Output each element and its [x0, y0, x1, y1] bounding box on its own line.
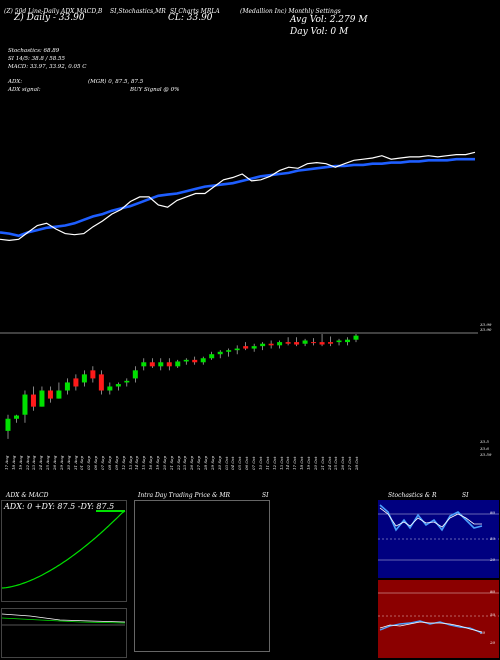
stoch-panel-title: Stochastics & R [388, 492, 437, 499]
macd-line [1, 613, 126, 623]
adx-signal-label: ADX signal: [8, 87, 41, 93]
ema-line [0, 157, 475, 238]
macd-panel [1, 608, 127, 658]
candle-body [277, 342, 283, 346]
candle-body [345, 339, 351, 343]
day-vol-label: Day Vol: 0 M [290, 27, 349, 37]
ema-label: Z) Daily - 33.90 [14, 13, 85, 23]
close-label: CL: 33.90 [168, 13, 213, 23]
adx-values: (MGR) 0, 87.5, 87.5 [88, 79, 144, 85]
candle-body [260, 343, 266, 347]
candle-body [47, 390, 53, 399]
candle-body [13, 415, 19, 419]
candle-body [319, 342, 325, 345]
candle-body [302, 340, 308, 344]
rsi-signal-line [379, 621, 483, 633]
candle-body [234, 348, 240, 351]
header-line1-far: (Medallion Inc) Monthly Settings [240, 8, 341, 15]
avg-vol-label: Avg Vol: 2.279 M [290, 15, 368, 25]
candle-body [353, 335, 359, 340]
price-label-bot2: 33.6 [480, 446, 489, 451]
candle-body [328, 342, 334, 344]
candle-body [200, 358, 206, 363]
stoch-level-50: 50 [490, 536, 496, 541]
candle-body [183, 359, 189, 362]
candle-body [132, 370, 138, 379]
candle-body [5, 418, 11, 431]
candle-body [81, 374, 87, 383]
intraday-panel-si: SI [262, 492, 269, 499]
stoch-level-80: 80 [490, 510, 496, 515]
candle-body [141, 362, 147, 367]
candle-body [251, 346, 257, 349]
rsi-level-80: 80 [490, 589, 496, 594]
candle-body [115, 384, 121, 387]
candle-body [39, 390, 45, 407]
candle-body [124, 380, 130, 383]
candle-body [285, 342, 291, 344]
macd-stat: MACD: 33.97, 33.92, 0.05 C [8, 64, 87, 70]
candle-body [226, 350, 232, 352]
header-line1-mid: SI,Stochastics,MR [110, 8, 166, 15]
candle-body [217, 351, 223, 355]
adx-line [1, 510, 126, 589]
intraday-panel-title: Intra Day Trading Price & MR [138, 492, 231, 499]
si-stat: SI 14/5: 38.8 / 58.55 [8, 56, 65, 62]
candle-body [56, 390, 62, 399]
stoch-k-line [379, 504, 483, 532]
adx-panel-title: ADX & MACD [6, 492, 49, 499]
candle-body [22, 394, 28, 415]
candle-body [243, 346, 249, 349]
candle-body [90, 370, 96, 379]
macd-signal [1, 617, 126, 624]
header-line1-left: (Z) 50d Line-Daily ADX,MACD,B [4, 8, 103, 15]
adx-readout: ADX: 0 +DY: 87.5 -DY: 87.5 [4, 502, 115, 511]
rsi-level-20: 20 [490, 640, 496, 645]
candle-body [294, 342, 300, 345]
stoch-level-20: 20 [490, 557, 496, 562]
candle-body [192, 359, 198, 363]
candle-body [158, 362, 164, 367]
price-label-bot1: 33.5 [480, 439, 489, 444]
candle-body [30, 394, 36, 407]
candle-body [311, 342, 317, 344]
candle-body [166, 362, 172, 367]
adx-stat: ADX: [8, 79, 23, 85]
stoch-panel-si: SI [462, 492, 469, 499]
rsi-level-30: 30 [480, 630, 486, 635]
buy-signal: BUY Signal @ 0% [130, 87, 180, 93]
rsi-level-50: 50 [490, 612, 496, 617]
candle-body [175, 361, 181, 367]
adx-panel [1, 500, 127, 602]
candle-body [336, 340, 342, 343]
header-line1-right: SI Charts MRLA [170, 8, 220, 15]
candle-body [209, 354, 215, 359]
stochastics-stat: Stochastics: 68.89 [8, 48, 60, 54]
candle-body [149, 362, 155, 367]
candle-body [64, 382, 70, 391]
price-label-top2: 33.90 [480, 327, 492, 332]
candle-body [107, 386, 113, 391]
candle-body [98, 374, 104, 391]
intraday-panel [134, 500, 270, 652]
price-line [0, 151, 476, 242]
candle-body [73, 378, 79, 387]
stoch-d-line [379, 507, 482, 528]
candle-body [268, 343, 274, 346]
price-label-top1: 33.99 [480, 322, 492, 327]
price-label-bot3: 33.59 [480, 452, 492, 457]
